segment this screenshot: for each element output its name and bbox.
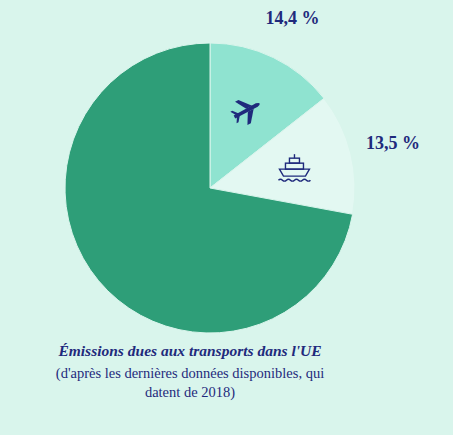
html-text:Émissions dues aux transports: Émissions dues aux transports dans l'UE xyxy=(58,342,322,359)
svg-text:14,4 %: 14,4 % xyxy=(265,8,319,28)
svg-text:13,5 %: 13,5 % xyxy=(366,133,420,153)
html-text:(d'après les dernières données: (d'après les dernières données disponibl… xyxy=(55,365,325,400)
